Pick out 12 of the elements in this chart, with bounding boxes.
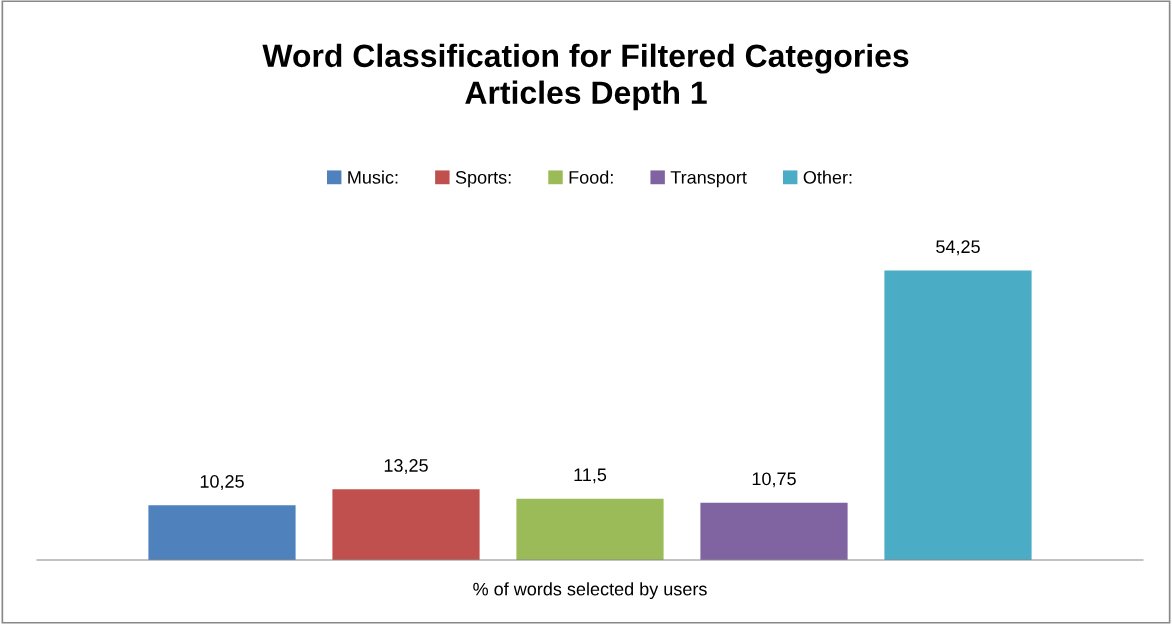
legend-label: Music: [348, 170, 398, 184]
data-label: 10,75 [752, 472, 796, 488]
legend-label: Food: [569, 170, 613, 184]
data-label: 11,5 [574, 468, 607, 484]
legend-label: Transport [670, 171, 747, 188]
chart-title: Word Classification for Filtered Categories Articles Depth 1 [262, 43, 909, 111]
legend-label: Sports: [455, 171, 511, 188]
x-axis-title: % of words selected by users [473, 582, 707, 600]
data-label: 13,25 [384, 459, 428, 474]
legend-label: Other: [803, 170, 852, 184]
data-label: 54,25 [936, 240, 980, 256]
data-label: 10,25 [200, 475, 244, 490]
